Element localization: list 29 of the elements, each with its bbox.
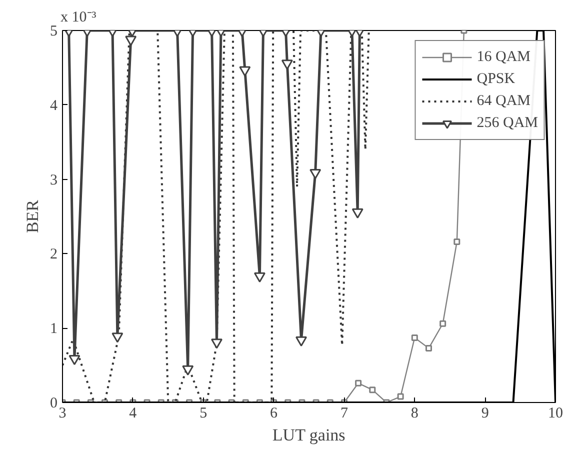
point bbox=[425, 344, 432, 352]
point bbox=[355, 380, 362, 386]
y-tick-label: 3 bbox=[50, 172, 58, 188]
point bbox=[397, 393, 404, 400]
y-tick-label: 5 bbox=[50, 24, 58, 40]
legend-label: 16 QAM bbox=[476, 48, 530, 66]
point bbox=[454, 238, 460, 246]
x-tick-label: 4 bbox=[129, 406, 138, 422]
point bbox=[411, 334, 418, 342]
x-tick-label: 10 bbox=[548, 406, 563, 422]
x-tick-label: 8 bbox=[410, 406, 418, 422]
legend-label: 256 QAM bbox=[476, 114, 538, 132]
point bbox=[352, 208, 364, 219]
y-tick-label: 0 bbox=[50, 396, 58, 412]
point bbox=[254, 272, 266, 283]
x-tick-label: 6 bbox=[270, 406, 278, 422]
x-tick-label: 7 bbox=[340, 406, 348, 422]
text: x 10⁻³ bbox=[60, 10, 97, 26]
y-tick-label: 1 bbox=[50, 321, 58, 338]
legend-label: 64 QAM bbox=[476, 92, 530, 110]
x-axis-title: LUT gains bbox=[272, 426, 346, 444]
legend-label: QPSK bbox=[476, 70, 516, 88]
point bbox=[310, 168, 322, 180]
point bbox=[440, 320, 446, 327]
x-tick-label: 9 bbox=[481, 406, 489, 422]
y-axis-title: BER bbox=[23, 199, 42, 234]
y-tick-label: 4 bbox=[50, 98, 58, 114]
y-tick-label: 2 bbox=[50, 246, 58, 263]
x-tick-label: 5 bbox=[200, 406, 208, 422]
